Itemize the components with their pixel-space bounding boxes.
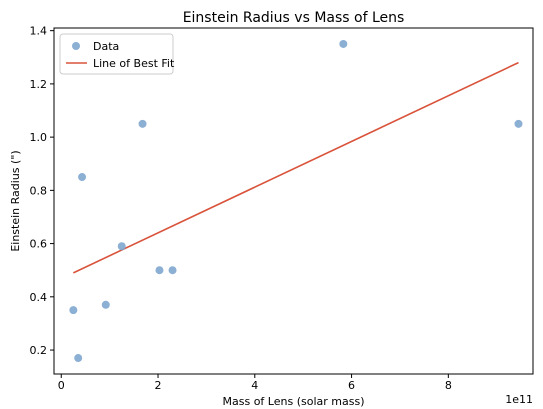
data-point bbox=[155, 266, 164, 275]
chart-title: Einstein Radius vs Mass of Lens bbox=[183, 10, 405, 26]
data-point bbox=[168, 266, 177, 275]
legend-marker-data bbox=[72, 42, 80, 50]
y-tick-label: 1.0 bbox=[30, 131, 48, 144]
legend: Data Line of Best Fit bbox=[59, 33, 175, 75]
data-point bbox=[78, 173, 87, 182]
data-point bbox=[339, 39, 348, 48]
best-fit-line bbox=[73, 61, 519, 274]
data-point bbox=[74, 354, 83, 363]
data-point bbox=[101, 300, 110, 309]
data-point bbox=[138, 119, 147, 128]
legend-label-best-fit: Line of Best Fit bbox=[93, 57, 175, 70]
legend-label-data: Data bbox=[93, 40, 119, 53]
data-points bbox=[69, 39, 523, 363]
y-tick-label: 0.2 bbox=[30, 344, 48, 357]
data-point bbox=[117, 242, 126, 251]
y-tick-label: 0.6 bbox=[30, 238, 48, 251]
x-axis-label: Mass of Lens (solar mass) bbox=[223, 395, 365, 408]
data-point bbox=[514, 119, 523, 128]
x-axis-offset-label: 1e11 bbox=[505, 393, 533, 406]
x-tick-label: 2 bbox=[155, 379, 162, 392]
x-tick-label: 8 bbox=[445, 379, 452, 392]
y-tick-label: 0.8 bbox=[30, 184, 48, 197]
x-tick-label: 4 bbox=[251, 379, 258, 392]
y-tick-label: 1.2 bbox=[30, 78, 48, 91]
y-tick-label: 1.4 bbox=[30, 25, 48, 38]
x-tick-label: 6 bbox=[348, 379, 355, 392]
plot-area bbox=[53, 27, 534, 375]
data-point bbox=[69, 306, 78, 315]
y-tick-label: 0.4 bbox=[30, 291, 48, 304]
x-tick-label: 0 bbox=[58, 379, 65, 392]
y-axis: 0.2 0.4 0.6 0.8 1.0 1.2 1.4 bbox=[30, 25, 54, 357]
legend-box bbox=[59, 33, 174, 75]
x-axis: 0 2 4 6 8 bbox=[58, 374, 452, 392]
y-axis-label: Einstein Radius (") bbox=[9, 150, 22, 251]
